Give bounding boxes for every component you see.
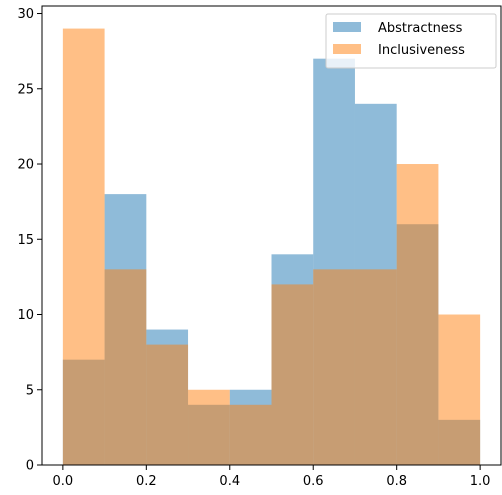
bar-inclusiveness-6: [313, 269, 355, 465]
x-tick-label-1: 0.2: [136, 474, 157, 489]
legend-swatch-abstractness: [333, 22, 361, 32]
legend-box: [325, 13, 497, 69]
y-tick-label-2: 10: [17, 308, 34, 323]
series-inclusiveness: [62, 28, 481, 466]
y-tick-label-4: 20: [17, 158, 34, 173]
bar-inclusiveness-3: [188, 389, 230, 465]
legend-swatch-inclusiveness: [333, 44, 361, 54]
bar-inclusiveness-9: [438, 314, 481, 465]
bar-inclusiveness-7: [354, 269, 397, 465]
bar-inclusiveness-8: [396, 164, 439, 465]
legend: Abstractness Inclusiveness: [325, 13, 497, 69]
bar-inclusiveness-0: [62, 28, 105, 466]
y-tick-label-0: 0: [26, 459, 34, 474]
y-tick-label-5: 25: [17, 82, 34, 97]
bar-inclusiveness-2: [146, 344, 189, 465]
y-tick-label-3: 15: [17, 233, 34, 248]
legend-label-abstractness: Abstractness: [378, 21, 463, 36]
x-tick-label-0: 0.0: [53, 474, 74, 489]
x-tick-label-5: 1.0: [470, 474, 491, 489]
bar-inclusiveness-5: [271, 284, 314, 465]
bar-inclusiveness-4: [229, 404, 272, 465]
y-tick-label-6: 30: [17, 7, 34, 22]
bars-layer: [62, 28, 481, 466]
bar-inclusiveness-1: [104, 269, 147, 465]
y-axis: 0 5 10 15 20 25 30: [17, 7, 42, 474]
x-tick-label-2: 0.4: [219, 474, 240, 489]
x-tick-label-3: 0.6: [303, 474, 324, 489]
legend-label-inclusiveness: Inclusiveness: [378, 43, 465, 58]
x-tick-label-4: 0.8: [386, 474, 407, 489]
x-axis: 0.0 0.2 0.4 0.6 0.8 1.0: [53, 465, 491, 489]
y-tick-label-1: 5: [26, 383, 34, 398]
plot-frame: [41, 5, 502, 466]
